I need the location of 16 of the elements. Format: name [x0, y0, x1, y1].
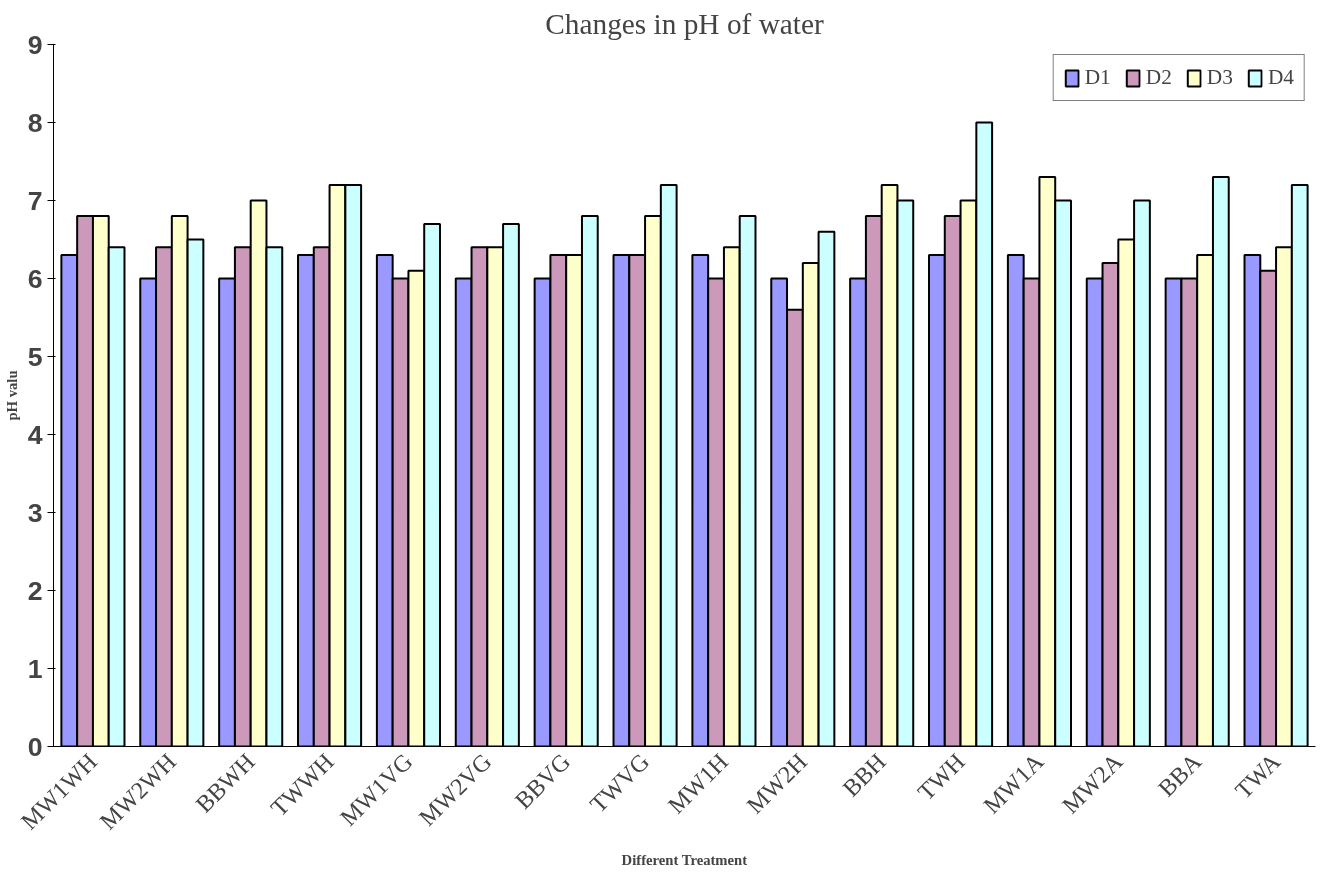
y-axis-title: pH valu: [3, 370, 20, 421]
legend-label: D4: [1267, 65, 1294, 90]
legend-label: D3: [1206, 65, 1233, 90]
x-axis-title: Different Treatment: [621, 851, 748, 868]
y-tick-label: 1: [27, 653, 43, 684]
y-tick-label: 8: [27, 107, 43, 138]
y-tick-label: 3: [27, 497, 43, 528]
y-tick-label: 4: [27, 419, 43, 450]
legend-label: D1: [1084, 65, 1111, 90]
y-tick-label: 2: [27, 575, 43, 606]
y-tick-label: 9: [27, 29, 43, 60]
legend-label: D2: [1145, 65, 1172, 90]
y-tick-label: 6: [27, 263, 43, 294]
y-tick-label: 5: [27, 341, 43, 372]
y-tick-label: 7: [27, 185, 43, 216]
chart-title: Changes in pH of water: [545, 7, 825, 40]
